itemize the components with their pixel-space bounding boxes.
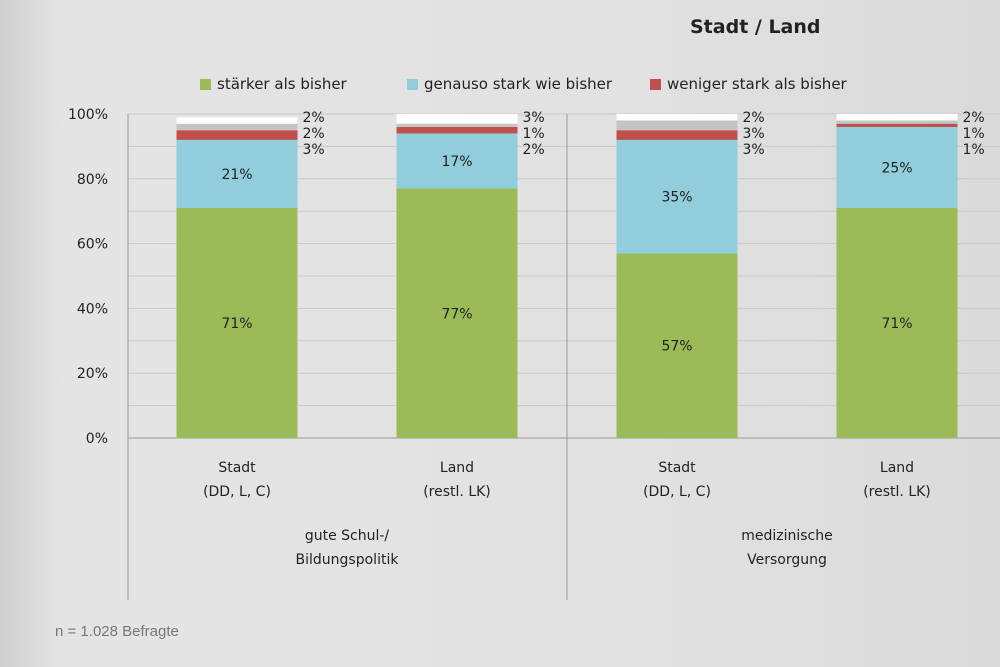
data-label: 1% [963,142,985,158]
y-tick-label: 40% [77,301,108,317]
category-label: Stadt [218,460,256,476]
data-label: 17% [441,154,472,170]
category-label: (DD, L, C) [203,484,271,500]
category-label: Stadt [658,460,696,476]
legend-item-genauso: genauso stark wie bisher [407,75,612,93]
data-label: 2% [303,126,325,142]
bar-segment [396,188,518,438]
chart-title: Stadt / Land [690,16,821,38]
group-label: Versorgung [747,552,827,568]
data-label: 77% [441,306,472,322]
bar-segment [836,114,958,121]
data-label: 3% [743,126,765,142]
data-label: 21% [221,167,252,183]
data-label: 57% [661,339,692,355]
y-tick-label: 60% [77,237,108,253]
data-label: 3% [743,142,765,158]
legend-label: genauso stark wie bisher [424,75,613,93]
y-tick-label: 80% [77,172,108,188]
data-label: 2% [523,142,545,158]
bar-segment [176,123,298,131]
data-label: 71% [881,316,912,332]
data-label: 2% [303,110,325,126]
group-label: medizinische [741,528,833,544]
bar-segment [396,126,518,134]
sample-note: n = 1.028 Befragte [55,623,179,640]
y-tick-label: 0% [86,431,108,447]
category-label: Land [880,460,914,476]
bar-segment [396,123,518,127]
y-tick-label: 20% [77,366,108,382]
data-label: 35% [661,190,692,206]
bar-segment [176,117,298,124]
bar-segment [616,114,738,121]
data-label: 25% [881,160,912,176]
category-label: (DD, L, C) [643,484,711,500]
legend-swatch [200,78,211,90]
data-label: 3% [523,110,545,126]
category-label: (restl. LK) [423,484,491,500]
data-label: 3% [303,142,325,158]
data-label: 1% [963,126,985,142]
data-label: 1% [523,126,545,142]
bar-segment [616,253,738,438]
bar-segment [836,123,958,127]
bar-segment [836,120,958,124]
bar-segment [176,207,298,438]
bar-segment [176,130,298,140]
legend-label: weniger stark als bisher [667,75,847,93]
group-label: gute Schul-/ [305,528,390,544]
data-label: 71% [221,316,252,332]
legend-item-staerker: stärker als bisher [200,75,347,93]
category-label: (restl. LK) [863,484,931,500]
bar-segment [616,120,738,131]
bar-segment [396,133,518,189]
bar-segment [396,114,518,124]
bar-segment [836,126,958,208]
legend-item-weniger: weniger stark als bisher [650,75,847,93]
legend-label: stärker als bisher [217,75,347,93]
bar-segment [176,139,298,208]
data-label: 2% [743,110,765,126]
group-label: Bildungspolitik [296,552,400,568]
bar-segment [616,130,738,140]
bar-segment [836,207,958,438]
y-tick-label: 100% [68,107,108,123]
legend-swatch [407,78,418,90]
bar-segment [616,139,738,254]
category-label: Land [440,460,474,476]
data-label: 2% [963,110,985,126]
legend-swatch [650,78,661,90]
